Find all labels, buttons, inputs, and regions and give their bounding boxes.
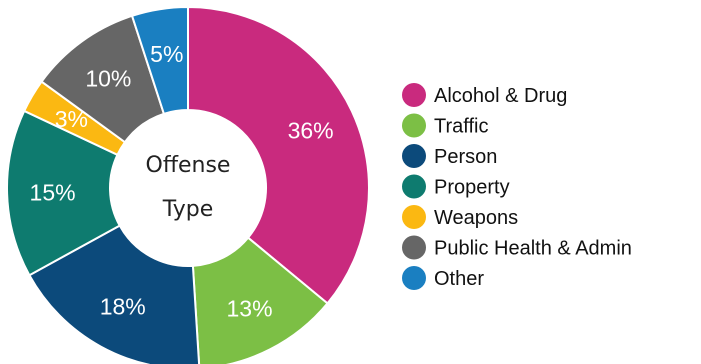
- slice-label: 13%: [226, 296, 272, 322]
- legend-swatch: [402, 174, 426, 199]
- legend-label: Person: [434, 146, 497, 168]
- slice-label: 3%: [55, 106, 88, 132]
- slice-labels-group: 36% 13% 18% 15% 3% 10% 5%: [30, 41, 334, 322]
- center-hole: [110, 110, 266, 266]
- legend-swatch: [402, 266, 426, 290]
- legend-swatch: [402, 113, 426, 138]
- slice-label: 18%: [100, 294, 146, 320]
- slice-label: 36%: [288, 117, 334, 143]
- slice-label: 15%: [30, 179, 76, 205]
- legend-label: Property: [434, 177, 510, 199]
- slice-label: 5%: [150, 41, 183, 67]
- legend-label: Public Health & Admin: [434, 238, 632, 260]
- legend-label: Alcohol & Drug: [434, 85, 567, 107]
- legend-swatch: [402, 144, 426, 168]
- legend-label: Traffic: [434, 116, 488, 138]
- slices-group: [6, 5, 370, 364]
- legend-label: Weapons: [434, 207, 518, 229]
- legend-swatch: [402, 83, 426, 107]
- legend-label: Other: [434, 268, 484, 290]
- center-label-line-2: Type: [162, 197, 214, 222]
- legend-swatch: [402, 205, 426, 229]
- slice-label: 10%: [85, 65, 131, 91]
- legend: Alcohol & Drug Traffic Person Property Weapo…: [402, 83, 632, 290]
- legend-swatch: [402, 235, 426, 260]
- center-label-line-1: Offense: [146, 153, 231, 178]
